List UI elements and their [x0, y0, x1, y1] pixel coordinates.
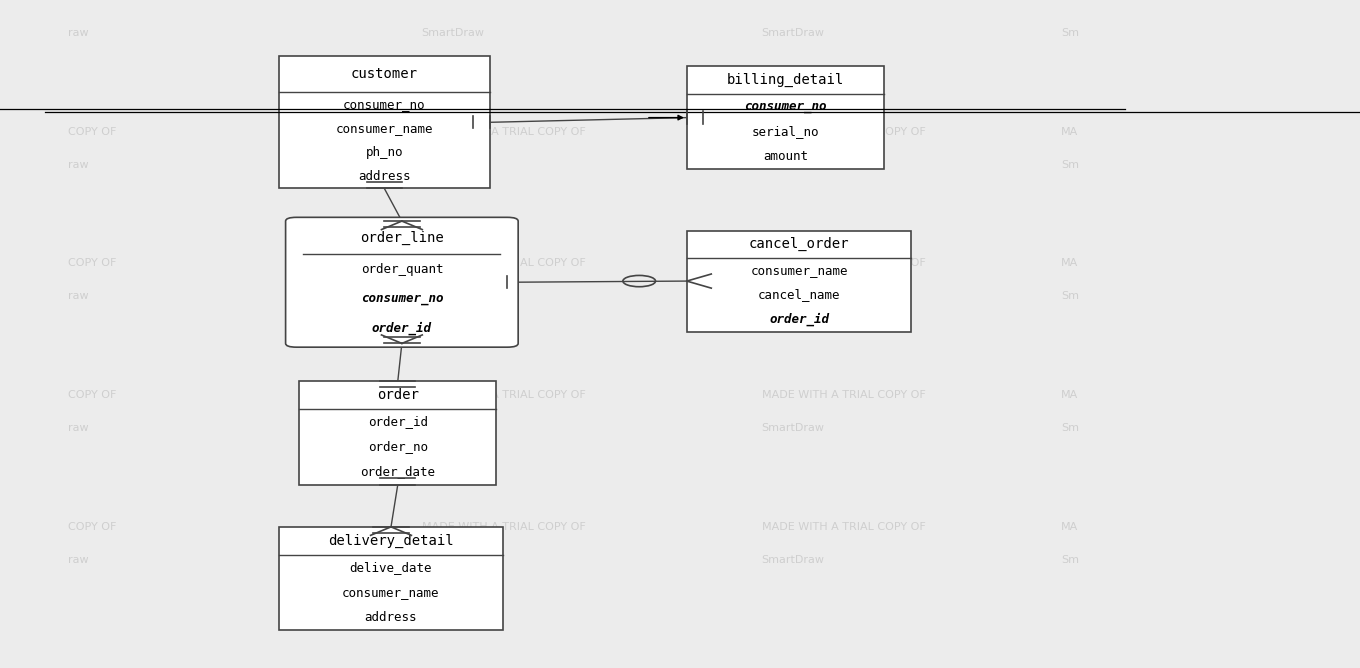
Text: order_id: order_id	[371, 322, 432, 335]
Text: Sm: Sm	[1061, 28, 1078, 38]
Text: COPY OF: COPY OF	[68, 127, 117, 137]
FancyBboxPatch shape	[286, 217, 518, 347]
Text: Sm: Sm	[1061, 291, 1078, 301]
Text: order_quant: order_quant	[360, 263, 443, 275]
Text: MA: MA	[1061, 127, 1078, 137]
Text: SmartDraw: SmartDraw	[422, 291, 484, 301]
Text: COPY OF: COPY OF	[68, 522, 117, 532]
Text: raw: raw	[68, 555, 88, 565]
Text: order_id: order_id	[367, 415, 428, 428]
Text: raw: raw	[68, 160, 88, 170]
Text: consumer_no: consumer_no	[360, 293, 443, 305]
Text: consumer_name: consumer_name	[336, 122, 432, 134]
Text: delive_date: delive_date	[350, 561, 432, 574]
Text: order_line: order_line	[360, 230, 443, 244]
Bar	[299, 381, 496, 484]
Text: customer: customer	[351, 67, 418, 81]
Text: Sm: Sm	[1061, 160, 1078, 170]
Text: consumer_no: consumer_no	[343, 98, 426, 110]
Text: billing_detail: billing_detail	[726, 73, 845, 87]
Text: SmartDraw: SmartDraw	[762, 160, 824, 170]
Text: amount: amount	[763, 150, 808, 163]
Bar	[687, 230, 911, 331]
Text: order_date: order_date	[360, 466, 435, 478]
Text: order_no: order_no	[367, 440, 428, 454]
Text: SmartDraw: SmartDraw	[762, 28, 824, 38]
Text: Sm: Sm	[1061, 423, 1078, 433]
Bar	[279, 527, 503, 631]
Text: MADE WITH A TRIAL COPY OF: MADE WITH A TRIAL COPY OF	[422, 522, 585, 532]
Text: MADE WITH A TRIAL COPY OF: MADE WITH A TRIAL COPY OF	[762, 390, 925, 400]
Text: order_id: order_id	[768, 313, 830, 326]
Text: address: address	[358, 170, 411, 182]
Text: MA: MA	[1061, 259, 1078, 269]
Text: MADE WITH A TRIAL COPY OF: MADE WITH A TRIAL COPY OF	[422, 127, 585, 137]
Text: MADE WITH A TRIAL COPY OF: MADE WITH A TRIAL COPY OF	[762, 522, 925, 532]
Text: SmartDraw: SmartDraw	[422, 555, 484, 565]
Text: raw: raw	[68, 28, 88, 38]
Text: delivery_detail: delivery_detail	[328, 534, 454, 548]
Text: MADE WITH A TRIAL COPY OF: MADE WITH A TRIAL COPY OF	[762, 127, 925, 137]
Text: Sm: Sm	[1061, 555, 1078, 565]
Text: SmartDraw: SmartDraw	[762, 291, 824, 301]
Text: ph_no: ph_no	[366, 146, 403, 158]
Text: MA: MA	[1061, 522, 1078, 532]
Bar	[687, 66, 884, 170]
Bar	[279, 57, 490, 188]
Text: cancel_name: cancel_name	[758, 288, 840, 301]
Text: serial_no: serial_no	[752, 125, 819, 138]
Text: consumer_name: consumer_name	[751, 264, 847, 277]
Text: MADE WITH A TRIAL COPY OF: MADE WITH A TRIAL COPY OF	[762, 259, 925, 269]
Text: consumer_no: consumer_no	[744, 100, 827, 113]
Text: SmartDraw: SmartDraw	[762, 423, 824, 433]
Text: SmartDraw: SmartDraw	[422, 160, 484, 170]
Text: consumer_name: consumer_name	[343, 586, 439, 599]
Text: MADE WITH A TRIAL COPY OF: MADE WITH A TRIAL COPY OF	[422, 390, 585, 400]
Text: raw: raw	[68, 291, 88, 301]
Text: order: order	[377, 388, 419, 402]
Text: raw: raw	[68, 423, 88, 433]
Text: SmartDraw: SmartDraw	[762, 555, 824, 565]
Text: COPY OF: COPY OF	[68, 259, 117, 269]
Text: COPY OF: COPY OF	[68, 390, 117, 400]
Text: MADE WITH A TRIAL COPY OF: MADE WITH A TRIAL COPY OF	[422, 259, 585, 269]
Text: cancel_order: cancel_order	[749, 237, 849, 251]
Text: MA: MA	[1061, 390, 1078, 400]
Text: SmartDraw: SmartDraw	[422, 423, 484, 433]
Text: SmartDraw: SmartDraw	[422, 28, 484, 38]
Text: address: address	[364, 611, 418, 625]
